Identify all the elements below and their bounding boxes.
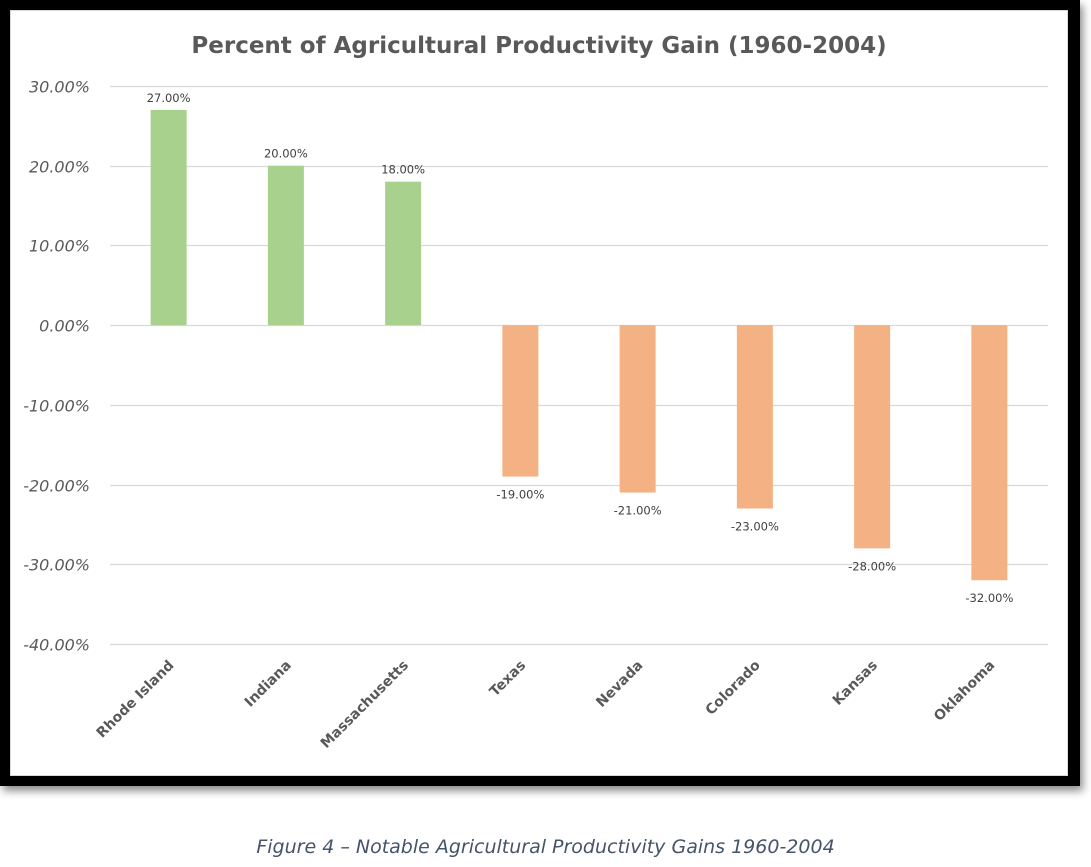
x-tick-label: Oklahoma [931,658,998,725]
x-tick-label: Nevada [593,658,646,711]
y-tick-label: 0.00% [39,317,90,336]
bar-chart: Percent of Agricultural Productivity Gai… [23,33,1048,752]
x-tick-label: Kansas [830,658,881,709]
data-labels: 27.00% 20.00% 18.00% -19.00% -21.00% -23.00% -… [147,91,1014,605]
data-label: 18.00% [381,163,425,177]
data-label: -23.00% [731,519,779,533]
x-tick-label: Massachusetts [318,658,412,752]
y-tick-label: 20.00% [29,158,90,177]
bar-kansas [854,325,891,549]
gridlines [110,85,1048,646]
x-tick-label: Rhode Island [94,658,178,742]
y-axis-ticks: 30.00% 20.00% 10.00% 0.00% -10.00% -20.00% -30… [23,78,90,655]
data-label: -32.00% [965,591,1013,605]
bar-colorado [736,325,773,509]
data-label: -28.00% [848,559,896,573]
bar-oklahoma [971,325,1008,581]
y-tick-label: 30.00% [29,78,90,97]
y-tick-label: -30.00% [23,556,90,575]
y-tick-label: -40.00% [23,636,90,655]
data-label: 20.00% [264,147,308,161]
bar-indiana [267,165,304,326]
bar-massachusetts [385,181,422,326]
chart-title: Percent of Agricultural Productivity Gai… [191,33,886,59]
data-label: 27.00% [147,91,191,105]
data-label: -19.00% [496,488,544,502]
x-axis-ticks: Rhode Island Indiana Massachusetts Texas Nev… [94,657,999,752]
x-tick-label: Texas [487,658,529,700]
x-tick-label: Indiana [242,658,295,711]
bar-rhode-island [150,109,187,326]
y-tick-label: 10.00% [29,237,90,256]
y-tick-label: -10.00% [23,397,90,416]
x-tick-label: Colorado [703,657,764,718]
figure-caption: Figure 4 – Notable Agricultural Producti… [256,836,835,858]
bar-texas [502,325,539,477]
bar-nevada [619,325,656,493]
data-label: -21.00% [614,504,662,518]
bars [150,109,1008,581]
y-tick-label: -20.00% [23,477,90,496]
